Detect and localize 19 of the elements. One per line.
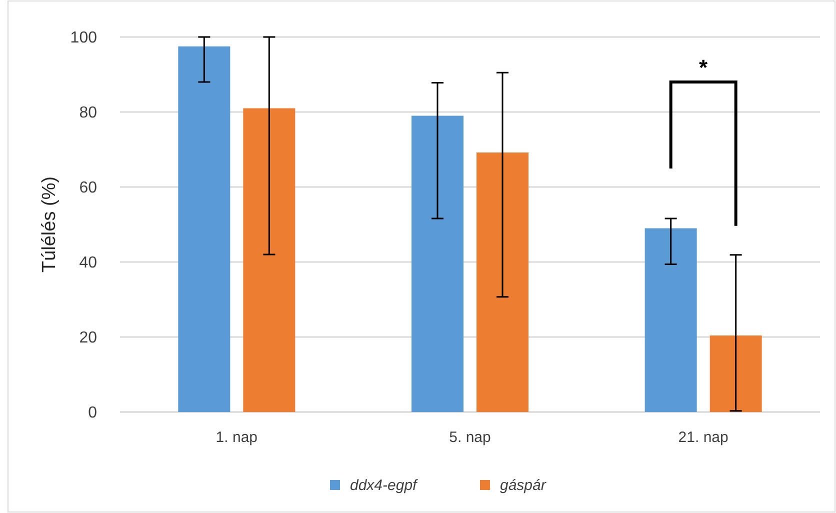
y-tick-label: 60 bbox=[79, 180, 98, 197]
legend-label: ddx4-egpf bbox=[350, 477, 419, 494]
annotation: * bbox=[699, 55, 708, 80]
y-tick-label: 20 bbox=[79, 330, 98, 347]
bar bbox=[644, 228, 697, 412]
legend-label: gáspár bbox=[500, 477, 547, 494]
y-tick-label: 80 bbox=[79, 104, 98, 122]
y-tick-label: 0 bbox=[88, 404, 98, 422]
bar bbox=[476, 152, 528, 412]
y-axis-title: Túlélés (%) bbox=[39, 176, 60, 273]
y-tick-label: 40 bbox=[79, 254, 98, 272]
bar bbox=[710, 336, 762, 412]
x-tick-label: 1. nap bbox=[216, 429, 258, 446]
bar bbox=[243, 108, 296, 412]
bar bbox=[178, 46, 230, 412]
x-tick-label: 5. nap bbox=[449, 429, 491, 446]
x-tick-label: 21. nap bbox=[678, 429, 728, 446]
bar bbox=[412, 116, 464, 412]
y-tick-label: 100 bbox=[70, 30, 98, 47]
